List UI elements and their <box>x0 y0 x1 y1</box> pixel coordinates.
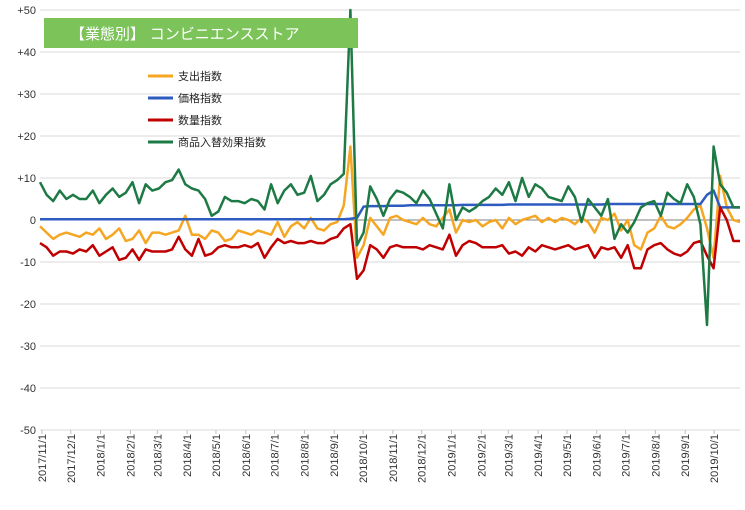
y-tick-label: +20 <box>17 131 36 143</box>
series-lines <box>38 8 741 327</box>
x-tick-label: 2018/3/1 <box>152 434 164 477</box>
x-tick-label: 2019/1/1 <box>447 434 459 477</box>
y-tick-label: +40 <box>17 47 36 59</box>
y-tick-label: +10 <box>17 173 36 185</box>
x-tick-label: 2019/2/1 <box>476 434 488 477</box>
x-tick-label: 2019/9/1 <box>680 434 692 477</box>
y-tick-label: +50 <box>17 5 36 17</box>
y-tick-label: -30 <box>20 341 36 353</box>
series-line-3 <box>39 206 740 281</box>
x-tick-label: 2018/7/1 <box>270 434 282 477</box>
x-tick-label: 2019/6/1 <box>592 434 604 477</box>
legend-label: 商品入替効果指数 <box>178 135 266 149</box>
x-tick-label: 2017/11/1 <box>37 434 49 482</box>
x-tick-label: 2019/10/1 <box>709 434 721 483</box>
x-tick-label: 2018/11/1 <box>388 434 400 482</box>
y-tick-label: +30 <box>17 89 36 101</box>
y-tick-label: 0 <box>30 215 36 227</box>
x-tick-label: 2018/1/1 <box>96 434 108 477</box>
legend-label: 数量指数 <box>178 113 222 127</box>
legend-label: 価格指数 <box>178 91 222 105</box>
y-tick-label: -40 <box>20 383 36 395</box>
x-tick-label: 2018/6/1 <box>241 434 253 477</box>
series-line-4 <box>38 8 740 327</box>
x-tick-label: 2019/8/1 <box>650 434 662 477</box>
y-axis-tick-labels: +50 +40 +30 +20 +10 0 -10 -20 -30 -40 -50 <box>17 5 36 437</box>
x-tick-label: 2018/4/1 <box>182 434 194 477</box>
x-tick-label: 2018/8/1 <box>299 434 311 477</box>
x-tick-label: 2018/12/1 <box>417 434 429 483</box>
x-tick-label: 2019/4/1 <box>533 434 545 477</box>
x-tick-label: 2017/12/1 <box>66 434 78 483</box>
x-tick-label: 2018/9/1 <box>329 434 341 477</box>
y-tick-label: -50 <box>20 425 36 437</box>
legend-label: 支出指数 <box>178 69 222 83</box>
x-tick-label: 2019/7/1 <box>621 434 633 477</box>
x-tick-label: 2018/5/1 <box>211 434 223 477</box>
x-tick-label: 2019/3/1 <box>503 434 515 477</box>
chart-title-box: 【業態別】 コンビニエンスストア <box>44 18 358 48</box>
x-tick-label: 2019/5/1 <box>562 434 574 477</box>
x-tick-label: 2018/2/1 <box>125 434 137 477</box>
series-line-2 <box>40 189 740 221</box>
y-tick-label: -10 <box>20 257 36 269</box>
y-tick-label: -20 <box>20 299 36 311</box>
chart-title: 【業態別】 コンビニエンスストア <box>70 25 299 43</box>
x-axis-tick-labels: 2017/11/1 2017/12/1 2018/1/1 2018/2/1 2018/3… <box>37 430 721 483</box>
x-tick-label: 2018/10/1 <box>358 434 370 483</box>
